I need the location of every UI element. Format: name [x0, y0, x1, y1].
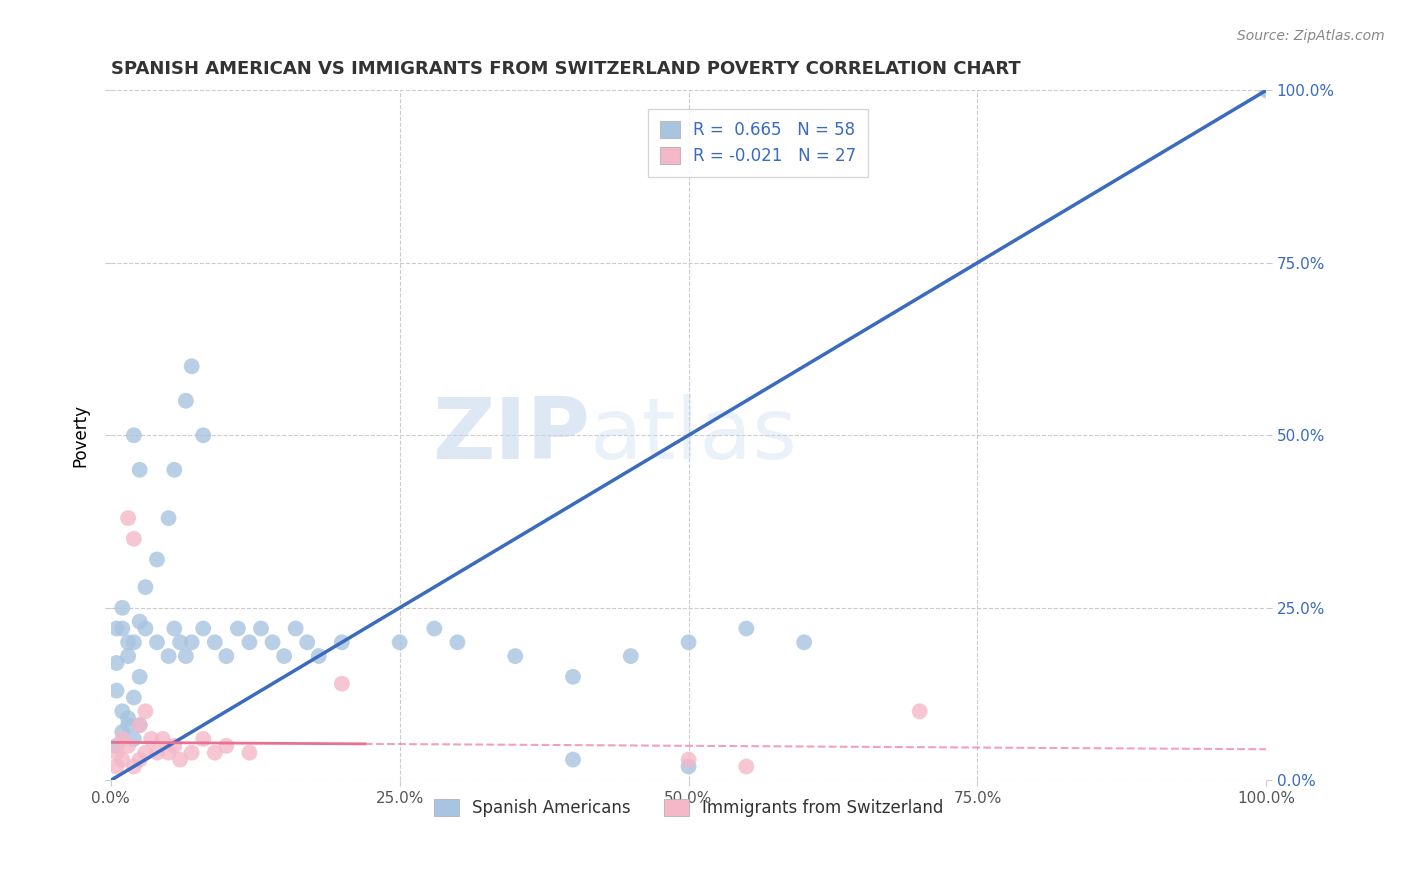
Point [117, 511, 139, 525]
Point [122, 690, 145, 705]
Point [105, 739, 128, 753]
Point [215, 649, 238, 664]
Point [117, 635, 139, 649]
Point [122, 635, 145, 649]
Point [330, 635, 353, 649]
Text: atlas: atlas [591, 393, 799, 477]
Point [562, 670, 585, 684]
Point [180, 746, 202, 760]
Point [141, 731, 163, 746]
Point [146, 552, 169, 566]
Text: Source: ZipAtlas.com: Source: ZipAtlas.com [1237, 29, 1385, 43]
Point [180, 359, 202, 374]
Text: SPANISH AMERICAN VS IMMIGRANTS FROM SWITZERLAND POVERTY CORRELATION CHART: SPANISH AMERICAN VS IMMIGRANTS FROM SWIT… [111, 60, 1021, 78]
Point [308, 649, 330, 664]
Point [423, 622, 446, 636]
Point [122, 532, 145, 546]
Point [128, 753, 150, 767]
Point [174, 393, 197, 408]
Point [908, 704, 931, 718]
Point [193, 731, 215, 746]
Point [193, 622, 215, 636]
Point [117, 739, 139, 753]
Point [163, 622, 186, 636]
Point [111, 622, 134, 636]
Text: ZIP: ZIP [433, 393, 591, 477]
Point [105, 746, 128, 760]
Point [678, 753, 700, 767]
Point [163, 463, 186, 477]
Point [620, 649, 643, 664]
Point [117, 711, 139, 725]
Point [562, 753, 585, 767]
Point [238, 746, 260, 760]
Point [128, 615, 150, 629]
Point [735, 759, 758, 773]
Point [250, 622, 273, 636]
Legend: Spanish Americans, Immigrants from Switzerland: Spanish Americans, Immigrants from Switz… [427, 792, 950, 823]
Point [169, 635, 191, 649]
Point [111, 600, 134, 615]
Point [134, 746, 156, 760]
Point [204, 635, 226, 649]
Point [215, 739, 238, 753]
Point [117, 718, 139, 732]
Point [111, 731, 134, 746]
Point [105, 759, 128, 773]
Point [284, 622, 307, 636]
Point [146, 746, 169, 760]
Point [152, 731, 174, 746]
Point [678, 759, 700, 773]
Point [678, 635, 700, 649]
Point [105, 683, 128, 698]
Y-axis label: Poverty: Poverty [72, 404, 89, 467]
Point [157, 511, 180, 525]
Point [134, 622, 156, 636]
Point [180, 635, 202, 649]
Point [157, 746, 180, 760]
Point [122, 759, 145, 773]
Point [111, 753, 134, 767]
Point [330, 676, 353, 690]
Point [122, 731, 145, 746]
Point [388, 635, 411, 649]
Point [297, 635, 319, 649]
Point [128, 463, 150, 477]
Point [157, 649, 180, 664]
Point [174, 649, 197, 664]
Point [503, 649, 526, 664]
Point [128, 718, 150, 732]
Point [1256, 83, 1278, 97]
Point [262, 635, 284, 649]
Point [446, 635, 468, 649]
Point [117, 649, 139, 664]
Point [134, 704, 156, 718]
Point [238, 635, 260, 649]
Point [128, 718, 150, 732]
Point [111, 725, 134, 739]
Point [204, 746, 226, 760]
Point [146, 635, 169, 649]
Point [273, 649, 295, 664]
Point [793, 635, 815, 649]
Point [105, 656, 128, 670]
Point [735, 622, 758, 636]
Point [163, 739, 186, 753]
Point [169, 753, 191, 767]
Point [105, 622, 128, 636]
Point [193, 428, 215, 442]
Point [111, 704, 134, 718]
Point [128, 670, 150, 684]
Point [134, 580, 156, 594]
Point [226, 622, 249, 636]
Point [122, 428, 145, 442]
